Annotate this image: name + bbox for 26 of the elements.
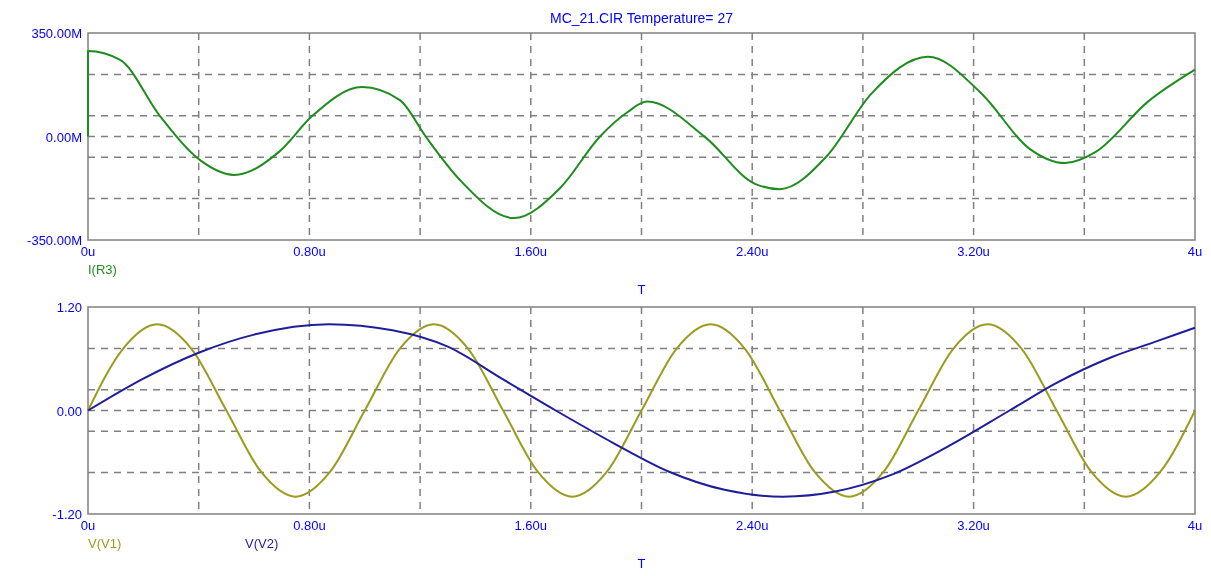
- x-tick-label: 4u: [1187, 244, 1203, 259]
- chart-title: MC_21.CIR Temperature= 27: [550, 10, 734, 26]
- x-tick-label: 3.20u: [957, 244, 990, 259]
- text: I(R3): [88, 262, 117, 277]
- text: V(V2): [245, 536, 279, 551]
- y-tick-label: 1.20: [56, 300, 82, 315]
- x-tick-label: 3.20u: [957, 518, 990, 533]
- x-axis-title: T: [637, 556, 646, 571]
- x-tick-label: 0u: [80, 518, 96, 533]
- x-tick-label: 0u: [80, 244, 96, 259]
- x-tick-label: 4u: [1187, 518, 1203, 533]
- y-tick-label: 350.00M: [31, 26, 82, 41]
- x-tick-label: 0.80u: [293, 244, 326, 259]
- y-tick-label: -350.00M: [27, 233, 82, 248]
- y-tick-label: 0.00: [56, 403, 82, 419]
- x-axis-title: T: [637, 282, 646, 297]
- y-tick-label: 0.00M: [45, 129, 82, 145]
- x-tick-label: 1.60u: [514, 518, 548, 533]
- x-tick-label: 0.80u: [293, 518, 326, 533]
- x-tick-label: 1.60u: [514, 244, 548, 259]
- text: V(V1): [88, 536, 122, 551]
- line-series: [87, 323, 1196, 498]
- x-tick-label: 2.40u: [735, 244, 769, 259]
- line-series: [87, 50, 1196, 220]
- x-tick-label: 2.40u: [735, 518, 769, 533]
- y-tick-label: -1.20: [52, 507, 82, 522]
